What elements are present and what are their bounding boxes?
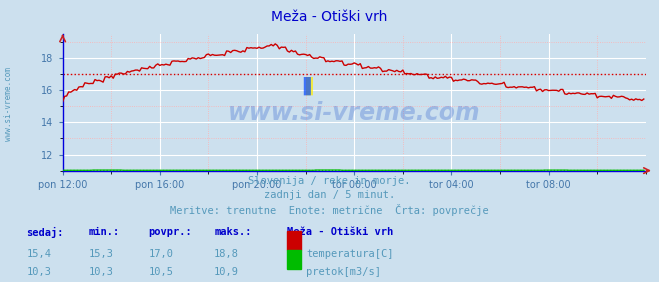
Text: sedaj:: sedaj: [26,227,64,238]
Text: ▌: ▌ [304,77,318,95]
Text: 18,8: 18,8 [214,249,239,259]
Text: povpr.:: povpr.: [148,227,192,237]
Text: 10,3: 10,3 [89,267,114,277]
Text: maks.:: maks.: [214,227,252,237]
Text: Slovenija / reke in morje.: Slovenija / reke in morje. [248,176,411,186]
Text: www.si-vreme.com: www.si-vreme.com [4,67,13,141]
Text: temperatura[C]: temperatura[C] [306,249,394,259]
Text: ▐: ▐ [298,77,312,95]
Text: www.si-vreme.com: www.si-vreme.com [228,101,480,125]
Text: 10,5: 10,5 [148,267,173,277]
Text: zadnji dan / 5 minut.: zadnji dan / 5 minut. [264,190,395,200]
Text: 15,4: 15,4 [26,249,51,259]
Text: Meža - Otiški vrh: Meža - Otiški vrh [287,227,393,237]
Text: 17,0: 17,0 [148,249,173,259]
Text: 10,9: 10,9 [214,267,239,277]
Text: Meža - Otiški vrh: Meža - Otiški vrh [272,10,387,24]
Text: Meritve: trenutne  Enote: metrične  Črta: povprečje: Meritve: trenutne Enote: metrične Črta: … [170,204,489,217]
Text: min.:: min.: [89,227,120,237]
Text: 15,3: 15,3 [89,249,114,259]
Text: 10,3: 10,3 [26,267,51,277]
Text: pretok[m3/s]: pretok[m3/s] [306,267,382,277]
